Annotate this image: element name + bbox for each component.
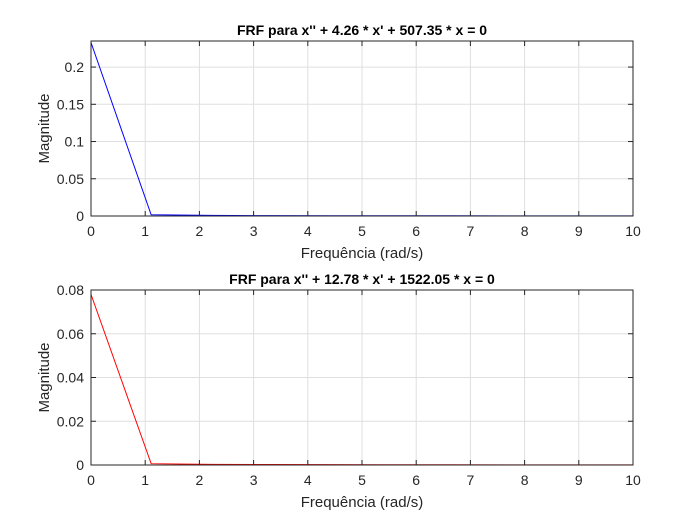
x-tick-label: 1 [141, 223, 149, 239]
y-tick-label: 0.15 [57, 96, 84, 112]
x-tick-label: 8 [521, 223, 529, 239]
y-tick-label: 0.1 [65, 134, 85, 150]
y-axis-label: Magnitude [36, 342, 53, 412]
x-tick-label: 9 [575, 472, 583, 488]
y-tick-label: 0.04 [57, 370, 84, 386]
x-tick-label: 2 [196, 472, 204, 488]
x-tick-label: 7 [467, 223, 475, 239]
x-tick-label: 10 [625, 472, 641, 488]
x-tick-label: 3 [250, 472, 258, 488]
x-tick-label: 0 [87, 223, 95, 239]
y-tick-label: 0.02 [57, 413, 84, 429]
y-tick-label: 0.05 [57, 171, 84, 187]
x-tick-label: 4 [304, 472, 312, 488]
chart-title: FRF para x'' + 4.26 * x' + 507.35 * x = … [237, 22, 487, 38]
y-tick-label: 0.2 [65, 59, 85, 75]
axes-1: 0 1 2 3 4 5 6 7 8 9 10 0 0.05 0.1 0.15 0.2 FRF para x'' … [36, 22, 641, 262]
y-tick-label: 0 [76, 457, 84, 473]
axes-2: 0 1 2 3 4 5 6 7 8 9 10 0 0.02 0.04 0.06 0.08 FRF para x'… [36, 271, 641, 511]
y-tick-label: 0 [76, 208, 84, 224]
x-tick-label: 5 [358, 223, 366, 239]
x-tick-label: 6 [412, 223, 420, 239]
x-axis-label: Frequência (rad/s) [301, 245, 424, 262]
x-tick-label: 2 [196, 223, 204, 239]
x-axis-label: Frequência (rad/s) [301, 494, 424, 511]
x-tick-label: 4 [304, 223, 312, 239]
x-tick-label: 3 [250, 223, 258, 239]
x-tick-label: 6 [412, 472, 420, 488]
x-tick-label: 7 [467, 472, 475, 488]
x-tick-label: 9 [575, 223, 583, 239]
x-tick-label: 8 [521, 472, 529, 488]
x-tick-label: 10 [625, 223, 641, 239]
y-axis-label: Magnitude [36, 93, 53, 163]
y-tick-label: 0.08 [57, 282, 84, 298]
y-tick-label: 0.06 [57, 326, 84, 342]
x-tick-label: 1 [141, 472, 149, 488]
chart-title: FRF para x'' + 12.78 * x' + 1522.05 * x … [229, 271, 495, 287]
x-tick-label: 0 [87, 472, 95, 488]
x-tick-label: 5 [358, 472, 366, 488]
